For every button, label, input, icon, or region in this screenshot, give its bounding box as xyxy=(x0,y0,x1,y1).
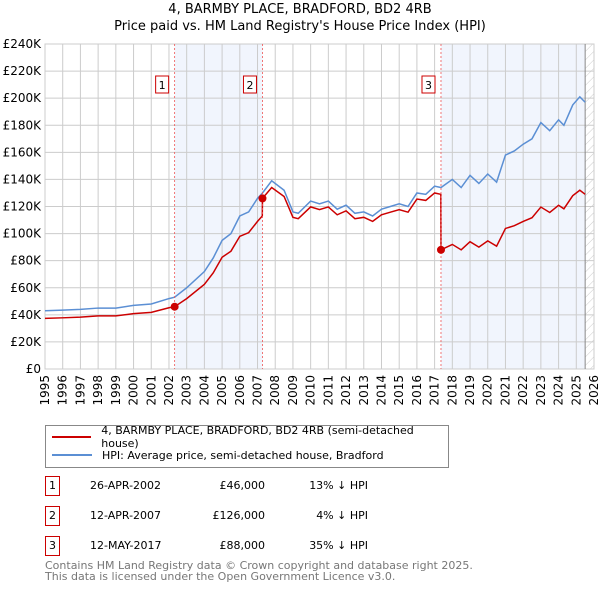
sale-label: 3 xyxy=(425,79,432,92)
x-tick-label: 2017 xyxy=(428,375,442,406)
chart-subtitle: Price paid vs. HM Land Registry's House … xyxy=(114,19,486,34)
hpi-diff: 4% ↓ HPI xyxy=(316,509,368,522)
y-tick-label: £160K xyxy=(3,145,43,159)
y-tick-label: £200K xyxy=(3,91,43,105)
y-tick-label: £120K xyxy=(3,200,43,214)
hpi-diff: 35% ↓ HPI xyxy=(309,539,368,552)
x-tick-label: 2023 xyxy=(534,375,548,406)
marker-badge: 3 xyxy=(45,536,60,556)
x-tick-label: 2020 xyxy=(481,375,495,406)
legend-item-property: 4, BARMBY PLACE, BRADFORD, BD2 4RB (semi… xyxy=(52,424,448,450)
legend-item-hpi: HPI: Average price, semi-detached house,… xyxy=(52,447,384,463)
footer: Contains HM Land Registry data © Crown c… xyxy=(45,560,473,582)
x-tick-label: 2008 xyxy=(268,375,282,406)
x-tick-label: 2004 xyxy=(197,375,211,406)
transaction-row: 2 12-APR-2007 £126,000 4% ↓ HPI xyxy=(45,506,445,526)
y-tick-label: £0 xyxy=(26,362,41,376)
x-tick-label: 2006 xyxy=(233,375,247,406)
legend-swatch-blue xyxy=(52,454,92,456)
x-tick-label: 2024 xyxy=(552,375,566,406)
x-tick-label: 2016 xyxy=(410,375,424,406)
sale-label-box xyxy=(242,75,257,94)
copyright-text: Contains HM Land Registry data © Crown c… xyxy=(45,559,473,572)
price-paid-line xyxy=(44,186,586,320)
hpi-diff: 13% ↓ HPI xyxy=(309,479,368,492)
y-tick-label: £20K xyxy=(10,335,42,349)
sale-label-box xyxy=(421,75,436,94)
sale-point xyxy=(436,245,445,254)
x-tick-label: 2000 xyxy=(127,375,141,406)
y-tick-label: £40K xyxy=(10,308,42,322)
x-tick-label: 2002 xyxy=(162,375,176,406)
sale-price: £88,000 xyxy=(219,539,266,552)
y-tick-label: £60K xyxy=(10,281,42,295)
x-tick-label: 1996 xyxy=(56,375,70,406)
x-tick-label: 2026 xyxy=(587,375,600,406)
x-tick-label: 2010 xyxy=(304,375,318,406)
sale-point xyxy=(258,194,267,203)
y-tick-label: £240K xyxy=(3,37,43,51)
x-tick-label: 2025 xyxy=(569,375,583,406)
x-tick-label: 2011 xyxy=(321,375,335,406)
x-tick-label: 2005 xyxy=(215,375,229,406)
marker-badge: 1 xyxy=(45,476,60,496)
x-tick-label: 1999 xyxy=(109,375,123,406)
x-tick-label: 2012 xyxy=(339,375,353,406)
marker-badge: 2 xyxy=(45,506,60,526)
x-tick-label: 2003 xyxy=(180,375,194,406)
y-tick-label: £140K xyxy=(3,172,43,186)
sale-date: 26-APR-2002 xyxy=(90,479,162,492)
chart-title: 4, BARMBY PLACE, BRADFORD, BD2 4RB xyxy=(168,2,432,17)
x-tick-label: 1998 xyxy=(91,375,105,406)
x-tick-label: 2019 xyxy=(463,375,477,406)
hpi-line xyxy=(44,95,586,312)
y-tick-label: £100K xyxy=(3,227,43,241)
x-tick-label: 2015 xyxy=(392,375,406,406)
sale-date: 12-MAY-2017 xyxy=(90,539,162,552)
transaction-row: 3 12-MAY-2017 £88,000 35% ↓ HPI xyxy=(45,536,445,556)
y-tick-label: £80K xyxy=(10,254,42,268)
y-tick-label: £180K xyxy=(3,118,43,132)
sale-price: £46,000 xyxy=(219,479,266,492)
x-tick-label: 2013 xyxy=(357,375,371,406)
licence-text: This data is licensed under the Open Gov… xyxy=(45,570,396,583)
sale-price: £126,000 xyxy=(212,509,266,522)
x-tick-label: 2021 xyxy=(498,375,512,406)
x-tick-label: 2007 xyxy=(251,375,265,406)
legend-label: 4, BARMBY PLACE, BRADFORD, BD2 4RB (semi… xyxy=(101,424,414,450)
sale-date: 12-APR-2007 xyxy=(90,509,162,522)
legend-label: HPI: Average price, semi-detached house,… xyxy=(102,448,384,462)
sale-label: 2 xyxy=(246,79,253,92)
sale-point xyxy=(170,302,179,311)
legend-swatch-red xyxy=(52,436,92,438)
x-tick-label: 2014 xyxy=(374,375,388,406)
sale-label: 1 xyxy=(159,79,166,92)
x-tick-label: 2022 xyxy=(516,375,530,406)
x-tick-label: 2018 xyxy=(445,375,459,406)
x-tick-label: 2009 xyxy=(286,375,300,406)
legend: 4, BARMBY PLACE, BRADFORD, BD2 4RB (semi… xyxy=(45,424,449,468)
plot-border xyxy=(44,43,595,370)
x-tick-label: 1995 xyxy=(38,375,52,406)
y-tick-label: £220K xyxy=(3,64,43,78)
x-tick-label: 2001 xyxy=(144,375,158,406)
transaction-row: 1 26-APR-2002 £46,000 13% ↓ HPI xyxy=(45,476,445,496)
sale-label-box xyxy=(155,75,170,94)
x-tick-label: 1997 xyxy=(73,375,87,406)
